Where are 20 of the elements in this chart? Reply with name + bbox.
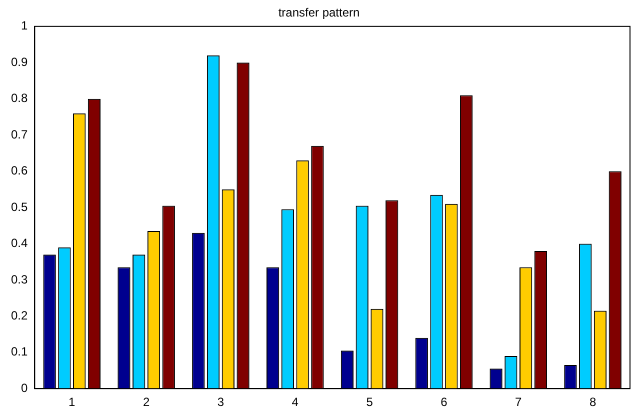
chart-title: transfer pattern [278,6,360,20]
y-tick-label: 0 [20,380,28,395]
y-tick-label: 0.3 [10,272,28,286]
y-tick-label: 0.8 [10,91,28,106]
x-tick-label: 5 [366,395,374,410]
x-tick-label: 6 [440,395,448,410]
y-tick-label: 0.7 [10,127,28,142]
y-tick-label: 0.1 [10,344,28,359]
x-tick-label: 4 [292,395,299,410]
y-tick-label: 0.9 [10,54,28,69]
y-tick-label: 0.4 [10,236,28,250]
x-tick-label: 2 [142,395,150,410]
x-tick-label: 1 [68,395,76,410]
x-tick-label: 3 [217,395,224,410]
x-tick-label: 8 [589,395,596,410]
y-tick-label: 0.6 [10,164,28,178]
y-tick-label: 0.5 [10,200,28,214]
y-tick-label: 0.2 [10,308,28,322]
x-tick-label: 7 [515,395,522,410]
y-tick-label: 1 [20,18,28,33]
